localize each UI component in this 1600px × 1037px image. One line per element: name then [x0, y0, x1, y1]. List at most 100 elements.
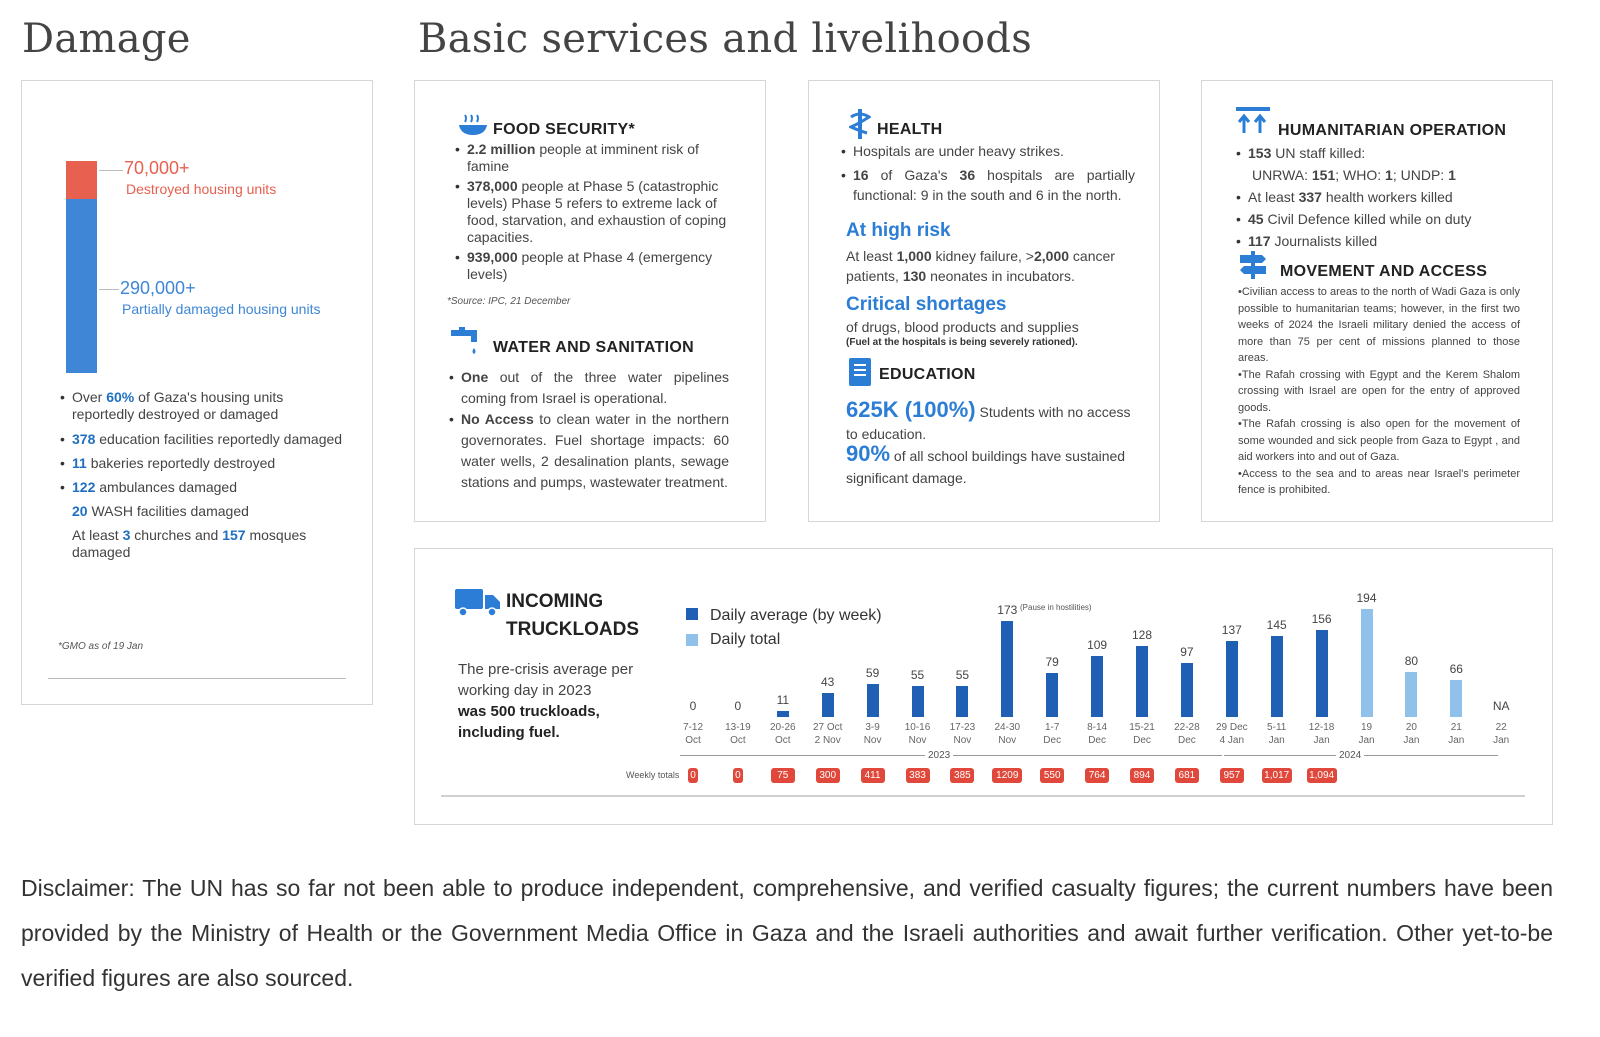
pause-note: (Pause in hostilities)	[1020, 603, 1092, 612]
truck-week-label: 22 Jan	[1493, 722, 1510, 746]
education-buildings: 90% of all school buildings have sustain…	[846, 441, 1126, 487]
critical-shortages-text: of drugs, blood products and supplies	[846, 319, 1079, 335]
hum-health-workers: At least 337 health workers killed	[1236, 189, 1528, 206]
truck-bar	[1450, 680, 1463, 717]
food-bowl-icon	[459, 114, 487, 135]
education-book-icon	[849, 358, 871, 386]
truck-week-label: 20 Jan	[1403, 722, 1420, 746]
weekly-total-badge: 957	[1219, 768, 1244, 783]
truck-bar	[1225, 640, 1238, 717]
truck-bar	[911, 686, 924, 717]
truck-week-label: 29 Dec 4 Jan	[1215, 722, 1248, 746]
movement-para-north: •Civilian access to areas to the north o…	[1238, 286, 1520, 364]
damage-heading: Damage	[22, 16, 191, 62]
legend-swatch-daily	[686, 634, 698, 646]
partial-value: 290,000+	[120, 278, 196, 298]
movement-para-crossings: •The Rafah crossing with Egypt and the K…	[1238, 368, 1520, 414]
truck-bar-value: 55	[910, 668, 925, 683]
partial-bar	[66, 199, 97, 373]
legend-label-weekly: Daily average (by week)	[710, 607, 882, 624]
truck-week-label: 8-14 Dec	[1087, 722, 1108, 746]
education-students: 625K (100%) Students with no access to e…	[846, 397, 1131, 443]
truck-icon	[455, 589, 500, 617]
damage-bullet-bakeries: 11 bakeries reportedly destroyed	[60, 455, 362, 472]
hum-un-staff: 153 UN staff killed:	[1236, 145, 1528, 162]
food-security-title: FOOD SECURITY*	[493, 121, 635, 138]
humanitarian-arrows-icon	[1236, 107, 1270, 133]
truck-week-label: 1-7 Dec	[1043, 722, 1062, 746]
truck-bar-value: NA	[1492, 699, 1510, 713]
high-risk-subtitle: At high risk	[846, 220, 951, 241]
food-source: *Source: IPC, 21 December	[447, 296, 571, 307]
humanitarian-title: HUMANITARIAN OPERATION	[1278, 122, 1507, 139]
truck-bar	[1405, 672, 1418, 717]
truck-bar-value: 194	[1356, 591, 1377, 605]
damage-bullet-education: 378 education facilities reportedly dama…	[60, 431, 362, 448]
weekly-total-badge: 1209	[992, 768, 1023, 783]
education-title: EDUCATION	[879, 366, 976, 383]
partial-leader	[99, 289, 119, 290]
hum-journalists: 117 Journalists killed	[1236, 233, 1528, 250]
damage-bullet-housing: Over 60% of Gaza's housing units reporte…	[60, 389, 332, 423]
water-tap-icon	[451, 327, 477, 354]
truck-bar	[956, 686, 969, 717]
truck-bar-value: 80	[1404, 654, 1419, 669]
truck-bar-value: 59	[865, 666, 880, 681]
movement-signpost-icon	[1240, 251, 1266, 279]
weekly-totals-label: Weekly totals	[626, 770, 680, 780]
truck-bar	[1046, 673, 1059, 717]
truck-week-label: 27 Oct 2 Nov	[812, 722, 843, 746]
truck-bar-value: 137	[1221, 622, 1242, 637]
weekly-total-badge: 681	[1174, 768, 1199, 783]
health-bullet-strikes: Hospitals are under heavy strikes.	[841, 143, 1135, 160]
humanitarian-panel: HUMANITARIAN OPERATION 153 UN staff kill…	[1201, 80, 1553, 522]
damage-divider	[48, 678, 346, 679]
weekly-total-badge: 383	[905, 768, 930, 783]
movement-para-rafah: •The Rafah crossing is also open for the…	[1238, 418, 1520, 463]
truck-bar	[1270, 636, 1283, 717]
health-caduceus-icon	[849, 109, 871, 139]
truck-bar	[776, 710, 789, 717]
legend-swatch-weekly	[686, 608, 698, 620]
truck-bar-value: 145	[1266, 618, 1287, 633]
legend-label-daily: Daily total	[710, 631, 781, 648]
high-risk-text: At least 1,000 kidney failure, >2,000 ca…	[846, 248, 1115, 284]
truck-week-label: 24-30 Nov	[994, 722, 1021, 746]
weekly-total-badge: 75	[770, 768, 795, 783]
truckloads-chart: 0 7-12 Oct 0 0 13-19 Oct 0 11 20-26 Oct 75 43 27 Oct 2…	[415, 549, 1554, 826]
truck-bar-value: 66	[1449, 662, 1463, 677]
damage-bullet-wash: 20 WASH facilities damaged	[72, 503, 249, 519]
health-education-panel: HEALTH Hospitals are under heavy strikes…	[808, 80, 1160, 522]
hum-civil-defence: 45 Civil Defence killed while on duty	[1236, 211, 1528, 228]
truck-bar-value: 55	[955, 668, 970, 683]
movement-text: •Civilian access to areas to the north o…	[1238, 284, 1520, 499]
water-bullet-access: No Access to clean water in the northern…	[449, 409, 729, 493]
year-label-2023: 2023	[925, 750, 954, 761]
movement-para-sea: •Access to the sea and to areas near Isr…	[1238, 467, 1520, 497]
truck-bar	[866, 684, 879, 717]
weekly-total-badge: 1,017	[1261, 768, 1292, 783]
fuel-rationed-note: (Fuel at the hospitals is being severely…	[846, 337, 1078, 348]
truck-week-label: 3-9 Nov	[863, 722, 882, 746]
damage-footnote: *GMO as of 19 Jan	[58, 641, 144, 652]
food-bullet-phase5: 378,000 people at Phase 5 (catastrophic …	[455, 178, 737, 246]
truck-week-label: 12-18 Jan	[1308, 722, 1335, 746]
critical-shortages-subtitle: Critical shortages	[846, 294, 1007, 315]
truck-bar-value: 0	[734, 699, 742, 713]
truck-week-label: 20-26 Oct	[770, 722, 796, 746]
weekly-total-badge: 894	[1130, 768, 1154, 783]
truck-bar-value: 11	[776, 692, 790, 707]
truck-bar	[821, 693, 834, 717]
truck-bar	[1360, 609, 1373, 717]
truckloads-divider	[441, 795, 1525, 797]
weekly-total-badge: 0	[732, 768, 743, 783]
truck-bar	[1136, 645, 1148, 717]
weekly-total-badge: 300	[815, 768, 840, 783]
truck-bar-value: 97	[1180, 645, 1194, 659]
damage-panel: 70,000+ Destroyed housing units 290,000+…	[21, 80, 373, 705]
damage-bullet-ambulances: 122 ambulances damaged	[60, 479, 362, 496]
water-bullet-pipelines: One out of the three water pipelines com…	[449, 367, 729, 409]
disclaimer: Disclaimer: The UN has so far not been a…	[21, 875, 1553, 991]
health-title: HEALTH	[877, 121, 943, 138]
truck-week-label: 13-19 Oct	[725, 722, 751, 746]
